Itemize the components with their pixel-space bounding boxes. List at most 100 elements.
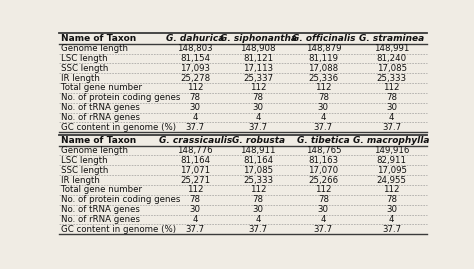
- Text: 78: 78: [386, 195, 397, 204]
- Text: 112: 112: [383, 83, 400, 93]
- Text: G. crassicaulis: G. crassicaulis: [158, 136, 232, 145]
- Text: Name of Taxon: Name of Taxon: [62, 136, 137, 145]
- Text: 30: 30: [190, 103, 201, 112]
- Text: 37.7: 37.7: [248, 225, 268, 234]
- Bar: [59, 103, 427, 113]
- Text: 37.7: 37.7: [186, 225, 205, 234]
- Text: 37.7: 37.7: [248, 123, 268, 132]
- Text: 112: 112: [383, 185, 400, 194]
- Bar: [59, 33, 427, 44]
- Text: G. straminea: G. straminea: [359, 34, 424, 43]
- Text: Total gene number: Total gene number: [62, 185, 143, 194]
- Bar: [59, 165, 427, 175]
- Text: 78: 78: [318, 93, 329, 102]
- Text: G. dahurica: G. dahurica: [166, 34, 224, 43]
- Text: 25,271: 25,271: [180, 176, 210, 185]
- Text: SSC length: SSC length: [62, 166, 109, 175]
- Text: 30: 30: [318, 205, 329, 214]
- Text: 30: 30: [190, 205, 201, 214]
- Text: 81,119: 81,119: [309, 54, 338, 63]
- Bar: [59, 224, 427, 234]
- Bar: [59, 83, 427, 93]
- Text: GC content in genome (%): GC content in genome (%): [62, 123, 176, 132]
- Bar: [59, 155, 427, 165]
- Text: 149,916: 149,916: [374, 146, 410, 155]
- Text: 78: 78: [318, 195, 329, 204]
- Bar: [59, 63, 427, 73]
- Text: 4: 4: [192, 215, 198, 224]
- Text: SSC length: SSC length: [62, 64, 109, 73]
- Text: 30: 30: [318, 103, 329, 112]
- Text: 17,093: 17,093: [180, 64, 210, 73]
- Text: 81,240: 81,240: [377, 54, 407, 63]
- Text: IR length: IR length: [62, 74, 100, 83]
- Text: G. siphonantha: G. siphonantha: [219, 34, 297, 43]
- Text: 25,333: 25,333: [377, 74, 407, 83]
- Bar: [59, 215, 427, 224]
- Text: 112: 112: [250, 185, 266, 194]
- Text: 25,337: 25,337: [243, 74, 273, 83]
- Text: 148,776: 148,776: [177, 146, 213, 155]
- Text: 81,121: 81,121: [243, 54, 273, 63]
- Text: 17,085: 17,085: [377, 64, 407, 73]
- Text: Name of Taxon: Name of Taxon: [62, 34, 137, 43]
- Bar: [59, 54, 427, 63]
- Text: 112: 112: [187, 185, 203, 194]
- Text: 25,278: 25,278: [180, 74, 210, 83]
- Text: No. of tRNA genes: No. of tRNA genes: [62, 205, 140, 214]
- Text: 78: 78: [190, 93, 201, 102]
- Text: 30: 30: [253, 205, 264, 214]
- Text: LSC length: LSC length: [62, 54, 108, 63]
- Text: 81,164: 81,164: [180, 156, 210, 165]
- Text: 4: 4: [389, 113, 394, 122]
- Text: 81,154: 81,154: [180, 54, 210, 63]
- Text: 4: 4: [255, 113, 261, 122]
- Text: Genome length: Genome length: [62, 146, 128, 155]
- Text: No. of protein coding genes: No. of protein coding genes: [62, 195, 181, 204]
- Text: 78: 78: [386, 93, 397, 102]
- Text: 148,879: 148,879: [306, 44, 341, 53]
- Text: G. robusta: G. robusta: [232, 136, 285, 145]
- Text: IR length: IR length: [62, 176, 100, 185]
- Text: 4: 4: [389, 215, 394, 224]
- Text: 112: 112: [187, 83, 203, 93]
- Text: LSC length: LSC length: [62, 156, 108, 165]
- Text: 4: 4: [320, 215, 326, 224]
- Bar: [59, 185, 427, 195]
- Text: 17,070: 17,070: [308, 166, 338, 175]
- Text: 148,765: 148,765: [306, 146, 341, 155]
- Bar: [59, 175, 427, 185]
- Text: Total gene number: Total gene number: [62, 83, 143, 93]
- Text: 24,955: 24,955: [377, 176, 407, 185]
- Text: 25,336: 25,336: [308, 74, 338, 83]
- Text: 112: 112: [250, 83, 266, 93]
- Text: No. of protein coding genes: No. of protein coding genes: [62, 93, 181, 102]
- Bar: [59, 122, 427, 132]
- Text: 148,803: 148,803: [177, 44, 213, 53]
- Text: 81,164: 81,164: [243, 156, 273, 165]
- Bar: [59, 195, 427, 205]
- Text: 148,908: 148,908: [240, 44, 276, 53]
- Text: 4: 4: [192, 113, 198, 122]
- Text: 78: 78: [190, 195, 201, 204]
- Text: G. tibetica: G. tibetica: [297, 136, 350, 145]
- Text: No. of rRNA genes: No. of rRNA genes: [62, 215, 140, 224]
- Bar: [59, 44, 427, 54]
- Text: 148,991: 148,991: [374, 44, 410, 53]
- Bar: [59, 93, 427, 103]
- Text: No. of rRNA genes: No. of rRNA genes: [62, 113, 140, 122]
- Text: 25,333: 25,333: [243, 176, 273, 185]
- Bar: [59, 113, 427, 122]
- Text: 112: 112: [315, 83, 332, 93]
- Text: 112: 112: [315, 185, 332, 194]
- Text: 37.7: 37.7: [186, 123, 205, 132]
- Text: Genome length: Genome length: [62, 44, 128, 53]
- Text: 4: 4: [320, 113, 326, 122]
- Text: G. officinalis: G. officinalis: [292, 34, 355, 43]
- Text: 37.7: 37.7: [314, 123, 333, 132]
- Text: 25,266: 25,266: [308, 176, 338, 185]
- Text: 82,911: 82,911: [377, 156, 407, 165]
- Text: 17,085: 17,085: [243, 166, 273, 175]
- Text: 37.7: 37.7: [314, 225, 333, 234]
- Text: 148,911: 148,911: [240, 146, 276, 155]
